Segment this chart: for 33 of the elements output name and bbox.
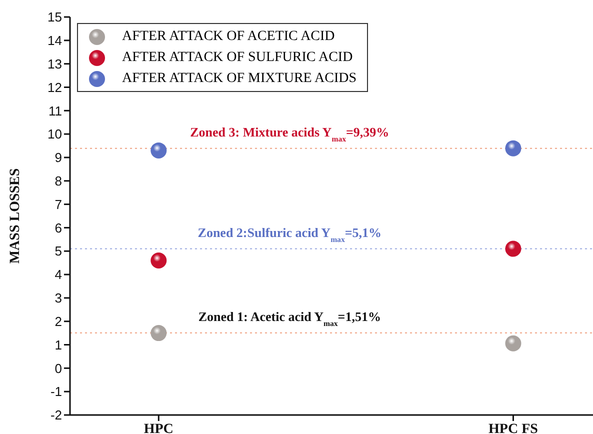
y-tick-label: 13 [48,56,62,72]
legend-label: AFTER ATTACK OF SULFURIC ACID [122,50,353,66]
y-tick-label: 3 [54,290,62,306]
point [150,252,167,268]
y-tick-label: -1 [50,384,62,400]
point [150,325,167,342]
point [505,240,522,257]
y-tick-label: 1 [54,337,62,352]
y-tick-label: -2 [50,408,62,423]
y-tick-label: 8 [54,173,62,188]
ref-line-label: Zoned 2:Sulfuric acid Y$_{max}$=5,1% [198,224,382,244]
y-tick-label: 12 [48,80,62,95]
y-tick-label: 14 [48,33,62,48]
y-tick-label: 7 [54,196,62,212]
x-tick-label: HPC FS [488,422,538,434]
y-tick-label: 5 [54,244,62,259]
y-tick-label: 10 [48,126,62,142]
point [150,142,167,158]
point [505,140,522,156]
y-tick-label: 0 [54,360,62,376]
ref-line-label: Zoned 1: Acetic acid Y$_{max}$=1,51% [198,308,381,328]
y-axis-title: MASS LOSSES [8,168,23,264]
legend-label: AFTER ATTACK OF ACETIC ACID [122,28,335,44]
y-tick-label: 11 [48,103,62,118]
x-tick-label: HPC [144,422,174,434]
y-tick-label: 4 [54,267,62,282]
y-tick-label: 2 [54,314,62,329]
ref-line-label: Zoned 3: Mixture acids Y$_{max}$=9,39% [190,124,390,143]
y-tick-label: 15 [48,10,62,25]
y-tick-label: 6 [54,220,62,236]
point [505,335,522,352]
legend-label: AFTER ATTACK OF MIXTURE ACIDS [122,70,357,86]
y-tick-label: 9 [54,150,62,166]
